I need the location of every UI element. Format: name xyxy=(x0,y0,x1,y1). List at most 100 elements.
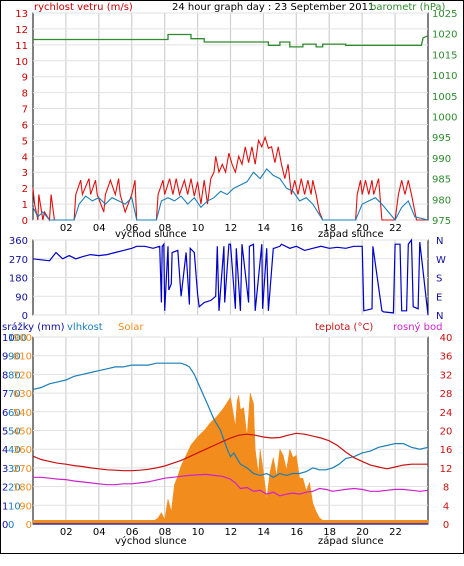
dewpoint-axis-title: rosný bod xyxy=(393,321,442,333)
x-tick-label: 18 xyxy=(323,223,336,234)
x-tick-label: 10 xyxy=(192,223,205,234)
sunrise-label-top: východ slunce xyxy=(115,228,187,240)
wind-direction-grid xyxy=(33,239,428,316)
rain-tick-label: 2 xyxy=(2,483,8,494)
pressure-tick-label: 1005 xyxy=(432,92,457,103)
x-tick-label: 20 xyxy=(356,223,369,234)
wind-direction-line xyxy=(32,238,429,316)
humidity-tick-label: 20 xyxy=(8,483,21,494)
pressure-line xyxy=(33,33,429,48)
rain-tick-label: 4 xyxy=(2,445,8,456)
solar-tick-label: 630 xyxy=(13,389,32,400)
x-tick-label: 22 xyxy=(389,527,402,538)
humidity-tick-label: 60 xyxy=(8,408,21,419)
temperature-line xyxy=(32,432,428,472)
wind-pressure-lines xyxy=(32,33,429,222)
humidity-tick-label: 30 xyxy=(8,464,21,475)
wind-speed-tick-label: 13 xyxy=(15,9,28,20)
rain-axis-title: srážky (mm) xyxy=(2,321,65,333)
pressure-tick-label: 1015 xyxy=(432,50,457,61)
temperature-tick-label: 32 xyxy=(440,370,453,381)
solar-tick-label: 450 xyxy=(13,427,32,438)
solar-tick-label: 90 xyxy=(19,501,32,512)
solar-tick-label: 360 xyxy=(13,445,32,456)
temperature-tick-label: 8 xyxy=(443,483,449,494)
solar-area xyxy=(32,393,429,525)
dewpoint-line xyxy=(33,473,429,497)
temperature-tick-label: 12 xyxy=(440,464,453,475)
x-tick-label: 02 xyxy=(60,223,73,234)
direction-tick-label: 0 xyxy=(22,311,28,322)
rain-tick-label: 1 xyxy=(2,501,8,512)
solar-tick-label: 900 xyxy=(13,333,32,344)
x-tick-label: 08 xyxy=(159,527,172,538)
compass-label: S xyxy=(436,274,442,285)
humidity-tick-label: 40 xyxy=(8,445,21,456)
wind-speed-tick-label: 8 xyxy=(22,89,28,100)
pressure-tick-label: 975 xyxy=(432,216,451,227)
temperature-tick-label: 40 xyxy=(440,333,453,344)
x-tick-label: 04 xyxy=(93,223,106,234)
wind-speed-tick-label: 1 xyxy=(22,200,28,211)
gust-line xyxy=(32,135,428,222)
temperature-tick-label: 36 xyxy=(440,352,453,363)
solar-axis-title: Solar xyxy=(118,322,144,333)
temperature-tick-label: 4 xyxy=(443,501,449,512)
wind-direction-line xyxy=(32,238,429,316)
compass-label: W xyxy=(436,255,446,266)
humidity-tick-label: 80 xyxy=(8,370,21,381)
wind-direction-tick-labels: 0 N 90 E 180 S 270 W 360 N xyxy=(9,236,446,322)
temperature-tick-label: 28 xyxy=(440,389,453,400)
x-tick-label: 02 xyxy=(60,527,73,538)
temperature-tick-label: 0 xyxy=(443,520,449,531)
wind-speed-tick-label: 6 xyxy=(22,120,28,131)
solar-tick-label: 720 xyxy=(13,370,32,381)
compass-label: N xyxy=(436,236,443,247)
rain-tick-label: 6 xyxy=(2,408,8,419)
humidity-tick-label: 90 xyxy=(8,352,21,363)
temperature-tick-label: 20 xyxy=(440,427,453,438)
pressure-tick-label: 1020 xyxy=(432,30,457,41)
x-tick-label: 20 xyxy=(356,527,369,538)
sunset-label-top: západ slunce xyxy=(318,228,384,240)
x-tick-label: 14 xyxy=(257,527,270,538)
rain-tick-label: 3 xyxy=(2,464,8,475)
humidity-tick-label: 10 xyxy=(8,501,21,512)
humidity-tick-label: 100 xyxy=(8,333,27,344)
pressure-axis-title: barometr (hPa) xyxy=(370,2,446,13)
temperature-axis-title: teplota (°C) xyxy=(315,322,373,333)
wind-speed-tick-label: 2 xyxy=(22,184,28,195)
wind-speed-tick-label: 0 xyxy=(22,216,28,227)
compass-label: N xyxy=(436,311,443,322)
wind-speed-axis-title: rychlost vetru (m/s) xyxy=(34,2,133,13)
humidity-axis-title: vlhkost xyxy=(67,322,103,333)
direction-tick-label: 360 xyxy=(9,236,28,247)
wind-speed-tick-label: 9 xyxy=(22,73,28,84)
direction-tick-label: 90 xyxy=(15,292,28,303)
x-tick-label: 16 xyxy=(290,223,303,234)
x-tick-label: 12 xyxy=(225,223,238,234)
pressure-tick-label: 1025 xyxy=(432,9,457,20)
x-tick-label: 10 xyxy=(192,527,205,538)
pressure-tick-label: 980 xyxy=(432,195,451,206)
rain-tick-label: 7 xyxy=(2,389,8,400)
temperature-tick-label: 16 xyxy=(440,445,453,456)
x-tick-label: 12 xyxy=(225,527,238,538)
wind-pressure-tick-labels: 02 04 06 08 10 12 14 16 18 20 22012345678910111213… xyxy=(15,9,457,234)
x-tick-label: 08 xyxy=(159,223,172,234)
pressure-tick-label: 995 xyxy=(432,133,451,144)
sunset-label-bottom: západ slunce xyxy=(318,535,384,547)
sunrise-label-bottom: východ slunce xyxy=(115,535,187,547)
solar-tick-label: 180 xyxy=(13,483,32,494)
wind-speed-tick-label: 12 xyxy=(15,25,28,36)
wind-speed-tick-label: 4 xyxy=(22,152,28,163)
solar-tick-label: 0 xyxy=(26,520,32,531)
pressure-tick-label: 990 xyxy=(432,154,451,165)
weather-tick-labels: 02 04 06 08 10 12 14 16 18 20 22048121620242832364… xyxy=(2,333,452,538)
humidity-tick-label: 50 xyxy=(8,427,21,438)
pressure-tick-label: 1010 xyxy=(432,71,457,82)
rain-tick-label: 10 xyxy=(2,333,15,344)
x-tick-label: 06 xyxy=(126,527,139,538)
wind-speed-tick-label: 7 xyxy=(22,105,28,116)
direction-tick-label: 270 xyxy=(9,255,28,266)
